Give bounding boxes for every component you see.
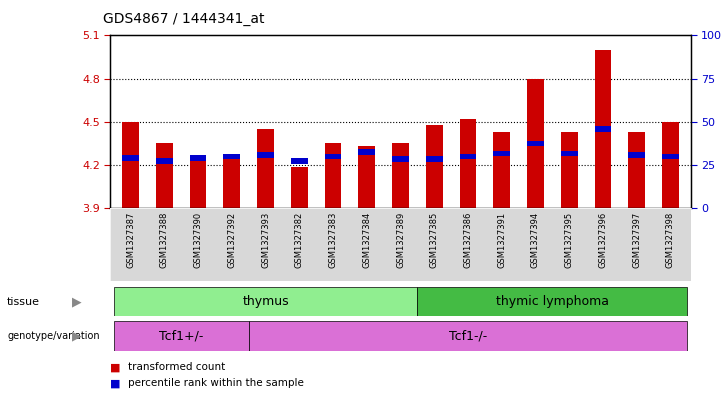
Bar <box>561 132 578 208</box>
Text: GSM1327398: GSM1327398 <box>666 212 675 268</box>
Bar <box>459 119 477 208</box>
Text: ■: ■ <box>110 378 121 388</box>
Text: GSM1327394: GSM1327394 <box>531 212 540 268</box>
Bar <box>190 155 206 208</box>
Bar <box>527 141 544 146</box>
Text: GSM1327391: GSM1327391 <box>497 212 506 268</box>
Text: GSM1327392: GSM1327392 <box>227 212 236 268</box>
Bar <box>114 321 249 351</box>
Text: GSM1327382: GSM1327382 <box>295 212 304 268</box>
Bar <box>114 287 417 316</box>
Bar <box>392 156 409 162</box>
Text: GSM1327395: GSM1327395 <box>565 212 574 268</box>
Text: GSM1327386: GSM1327386 <box>464 212 472 268</box>
Bar <box>628 132 645 208</box>
Bar <box>493 151 510 156</box>
Text: GSM1327397: GSM1327397 <box>632 212 641 268</box>
Bar <box>257 152 274 158</box>
Text: ▶: ▶ <box>72 295 81 308</box>
Bar <box>224 154 240 159</box>
Text: GSM1327383: GSM1327383 <box>329 212 337 268</box>
Bar <box>561 151 578 156</box>
Bar <box>257 129 274 208</box>
Bar <box>224 154 240 208</box>
Text: Tcf1+/-: Tcf1+/- <box>159 329 203 342</box>
Text: transformed count: transformed count <box>128 362 226 373</box>
Bar <box>122 122 139 208</box>
Bar <box>493 132 510 208</box>
Bar <box>358 149 375 155</box>
Bar <box>527 79 544 208</box>
Text: ▶: ▶ <box>72 329 81 342</box>
Bar <box>662 154 679 159</box>
Text: GSM1327384: GSM1327384 <box>362 212 371 268</box>
Text: GSM1327390: GSM1327390 <box>193 212 203 268</box>
Bar <box>249 321 687 351</box>
Bar <box>426 156 443 162</box>
Text: GSM1327385: GSM1327385 <box>430 212 439 268</box>
Text: thymus: thymus <box>242 295 289 308</box>
Bar <box>662 122 679 208</box>
Bar <box>628 152 645 158</box>
Bar <box>392 143 409 208</box>
Text: Tcf1-/-: Tcf1-/- <box>449 329 487 342</box>
Text: GSM1327388: GSM1327388 <box>160 212 169 268</box>
Bar <box>291 167 308 208</box>
Bar <box>595 126 611 132</box>
Text: GSM1327389: GSM1327389 <box>396 212 405 268</box>
Text: thymic lymphoma: thymic lymphoma <box>496 295 609 308</box>
Bar <box>156 158 173 163</box>
Bar <box>358 146 375 208</box>
Bar <box>426 125 443 208</box>
Bar <box>459 154 477 159</box>
Text: GSM1327387: GSM1327387 <box>126 212 135 268</box>
Bar <box>156 143 173 208</box>
Bar <box>417 287 687 316</box>
Text: tissue: tissue <box>7 297 40 307</box>
Text: GDS4867 / 1444341_at: GDS4867 / 1444341_at <box>103 12 265 26</box>
Bar <box>324 154 342 159</box>
Text: genotype/variation: genotype/variation <box>7 331 99 341</box>
Text: GSM1327396: GSM1327396 <box>598 212 608 268</box>
Text: ■: ■ <box>110 362 121 373</box>
Bar <box>324 143 342 208</box>
Text: percentile rank within the sample: percentile rank within the sample <box>128 378 304 388</box>
Bar <box>190 155 206 161</box>
Text: GSM1327393: GSM1327393 <box>261 212 270 268</box>
Bar <box>122 155 139 161</box>
Bar <box>595 50 611 208</box>
Bar <box>291 158 308 163</box>
